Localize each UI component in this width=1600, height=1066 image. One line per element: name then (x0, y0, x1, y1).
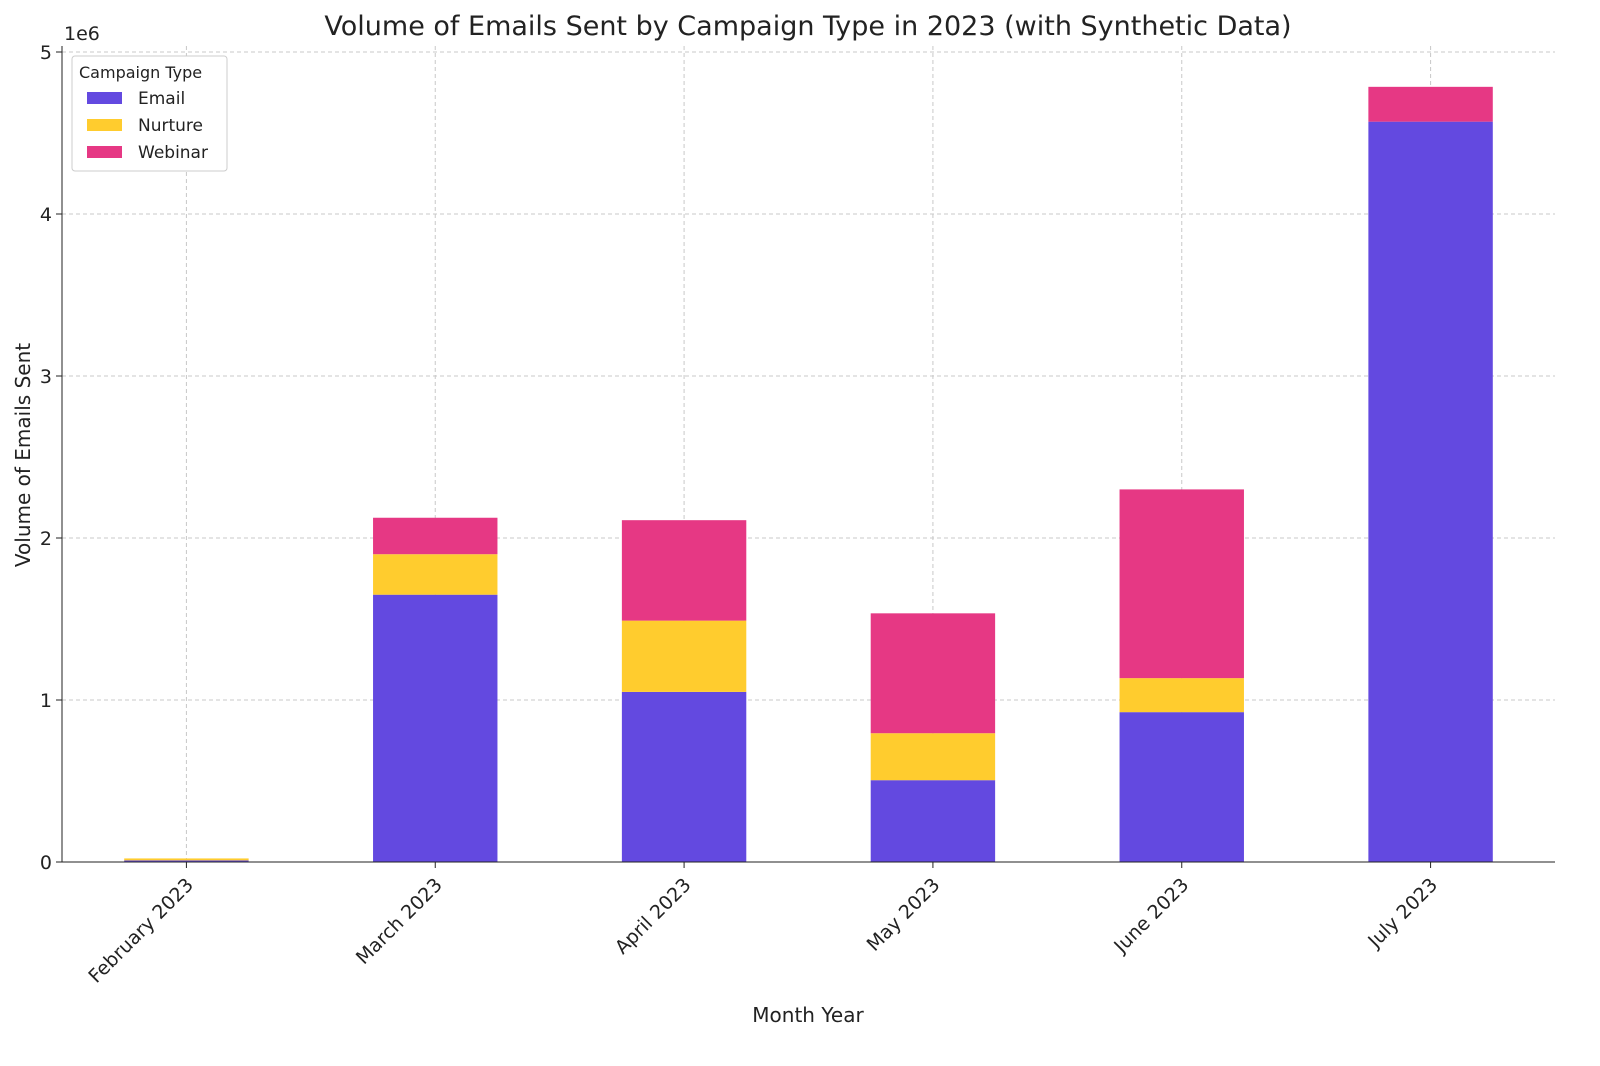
y-tick-label: 4 (40, 204, 52, 226)
bar-nurture (373, 554, 498, 595)
bar-nurture (124, 858, 249, 861)
y-tick-label: 1 (40, 690, 52, 712)
chart-title: Volume of Emails Sent by Campaign Type i… (324, 11, 1291, 42)
legend-swatch-email (87, 92, 122, 104)
bar-email (1368, 121, 1493, 862)
x-tick-label: February 2023 (84, 874, 198, 988)
legend-swatch-nurture (87, 119, 122, 131)
x-tick-label: June 2023 (1109, 874, 1193, 958)
bar-email (373, 594, 498, 862)
x-axis-label: Month Year (752, 1003, 864, 1027)
bar-webinar (373, 517, 498, 555)
y-tick-label: 3 (40, 366, 52, 388)
x-tick-label: March 2023 (352, 874, 447, 969)
bar-nurture (870, 733, 996, 781)
bar-webinar (870, 613, 996, 734)
y-axis-label: Volume of Emails Sent (11, 343, 35, 567)
bar-webinar (621, 520, 747, 621)
legend: Campaign Type Email Nurture Webinar (71, 55, 228, 172)
bar-email (621, 691, 747, 862)
y-offset-label: 1e6 (64, 23, 100, 45)
grid (62, 46, 1555, 862)
bar-nurture (1119, 678, 1244, 713)
legend-label-nurture: Nurture (138, 116, 203, 136)
bar-email (124, 860, 249, 862)
bar-webinar (1368, 86, 1493, 122)
legend-title: Campaign Type (79, 63, 202, 82)
legend-frame (71, 55, 228, 172)
x-tick-label: July 2023 (1363, 874, 1442, 953)
y-tick-label: 2 (40, 528, 52, 550)
bar-email (870, 780, 996, 862)
legend-label-email: Email (138, 89, 185, 109)
x-tick-label: May 2023 (863, 874, 945, 956)
axes: 0 1 2 3 4 5 February 2023 March 2023 April 2023 M… (40, 42, 1555, 988)
bars (124, 86, 1493, 862)
bar-webinar (1119, 489, 1244, 679)
bar-nurture (621, 620, 747, 692)
x-tick-label: April 2023 (611, 874, 696, 959)
legend-swatch-webinar (87, 146, 122, 158)
bar-email (1119, 712, 1244, 862)
y-tick-label: 5 (40, 42, 52, 64)
legend-label-webinar: Webinar (138, 143, 208, 163)
y-tick-label: 0 (40, 852, 52, 874)
